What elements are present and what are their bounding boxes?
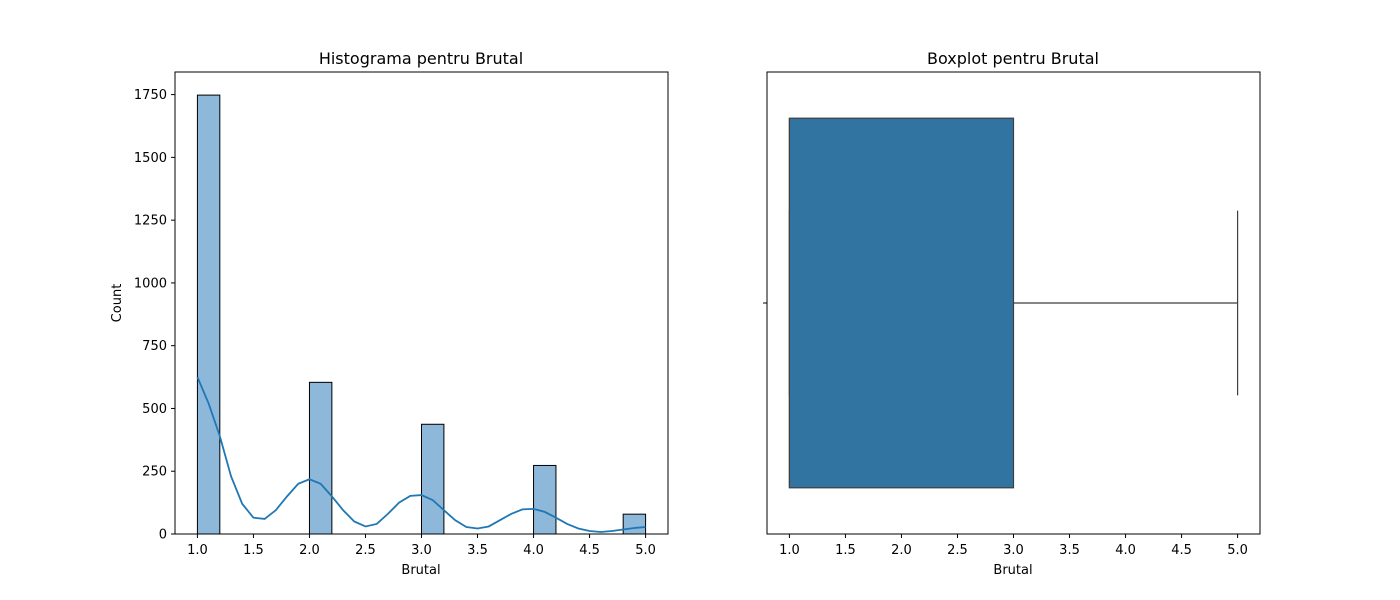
x-tick-label: 3.0 <box>1003 543 1024 558</box>
histogram-bar <box>421 423 445 535</box>
x-tick-label: 1.5 <box>835 543 856 558</box>
histogram-bar <box>622 513 647 535</box>
histogram-bar <box>533 464 557 535</box>
boxplot-marks <box>788 117 1239 489</box>
y-tick-label: 500 <box>142 402 167 417</box>
x-tick-label: 3.5 <box>1059 543 1080 558</box>
boxplot-box <box>788 117 1015 489</box>
x-tick-label: 4.5 <box>1171 543 1192 558</box>
histogram-title: Histograma pentru Brutal <box>319 49 523 68</box>
x-tick-label: 4.0 <box>1115 543 1136 558</box>
histogram-panel: Histograma pentru Brutal 1.0 1.5 2.0 2.5 3.0… <box>110 49 669 578</box>
x-tick-label: 2.5 <box>947 543 968 558</box>
y-tick-label: 1500 <box>134 151 167 166</box>
x-tick-label: 1.0 <box>779 543 800 558</box>
histogram-bars <box>196 94 647 535</box>
y-tick-label: 250 <box>142 465 167 480</box>
y-tick-label: 0 <box>159 528 167 543</box>
x-tick-label: 5.0 <box>1227 543 1248 558</box>
x-tick-label: 3.5 <box>467 543 488 558</box>
histogram-x-ticks: 1.0 1.5 2.0 2.5 3.0 3.5 4.0 4.5 5.0 <box>187 534 656 558</box>
x-tick-label: 3.0 <box>411 543 432 558</box>
histogram-x-label: Brutal <box>401 563 440 578</box>
boxplot-x-ticks: 1.0 1.5 2.0 2.5 3.0 3.5 4.0 4.5 5.0 <box>779 534 1248 558</box>
x-tick-label: 1.0 <box>187 543 208 558</box>
x-tick-label: 4.5 <box>579 543 600 558</box>
x-tick-label: 1.5 <box>243 543 264 558</box>
y-tick-label: 1000 <box>134 276 167 291</box>
x-tick-label: 2.0 <box>299 543 320 558</box>
x-tick-label: 2.0 <box>891 543 912 558</box>
boxplot-panel: Boxplot pentru Brutal 1.0 1.5 2.0 2.5 3.0 3.5… <box>763 49 1261 578</box>
y-tick-label: 750 <box>142 339 167 354</box>
x-tick-label: 4.0 <box>523 543 544 558</box>
kde-curve <box>196 376 646 533</box>
histogram-bar <box>308 381 333 535</box>
histogram-y-label: Count <box>110 284 125 323</box>
boxplot-x-label: Brutal <box>993 563 1032 578</box>
y-tick-label: 1750 <box>134 88 167 103</box>
x-tick-label: 5.0 <box>635 543 656 558</box>
y-tick-label: 1250 <box>134 214 167 229</box>
histogram-y-ticks: 0 250 500 750 1000 1250 1500 1750 <box>134 88 175 543</box>
x-tick-label: 2.5 <box>355 543 376 558</box>
boxplot-title: Boxplot pentru Brutal <box>927 49 1099 68</box>
histogram-bar <box>196 94 221 535</box>
